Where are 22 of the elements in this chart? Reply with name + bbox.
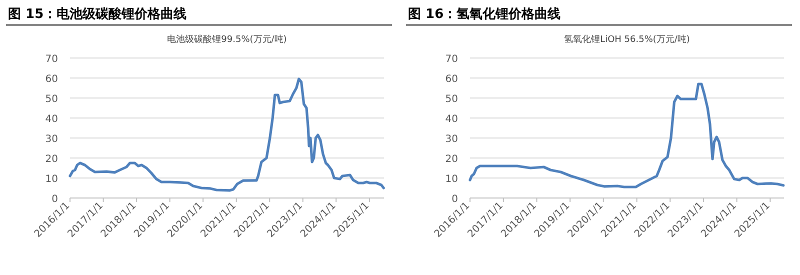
y-tick-label: 30: [445, 134, 458, 145]
y-tick-label: 50: [445, 94, 458, 105]
y-tick-label: 40: [45, 114, 58, 125]
line-series: [468, 82, 785, 188]
y-tick-label: 20: [45, 154, 58, 165]
y-tick-label: 10: [445, 174, 458, 185]
y-tick-label: 70: [445, 54, 458, 65]
y-tick-label: 20: [445, 154, 458, 165]
y-tick-label: 50: [45, 94, 58, 105]
chart-title: 图 15：电池级碳酸锂价格曲线: [8, 6, 187, 22]
y-tick-label: 70: [45, 54, 58, 65]
y-tick-label: 10: [45, 174, 58, 185]
y-tick-label: 0: [452, 194, 458, 205]
chart-title: 图 16：氢氧化锂价格曲线: [408, 7, 561, 22]
y-tick-label: 60: [445, 74, 458, 85]
line-series: [68, 78, 385, 192]
y-tick-label: 60: [45, 74, 58, 85]
chart-subtitle: 氢氧化锂LiOH 56.5%(万元/吨): [564, 34, 690, 45]
y-tick-label: 30: [45, 134, 58, 145]
y-tick-label: 40: [445, 114, 458, 125]
chart-subtitle: 电池级碳酸锂99.5%(万元/吨): [167, 34, 287, 45]
y-tick-label: 0: [52, 194, 58, 205]
